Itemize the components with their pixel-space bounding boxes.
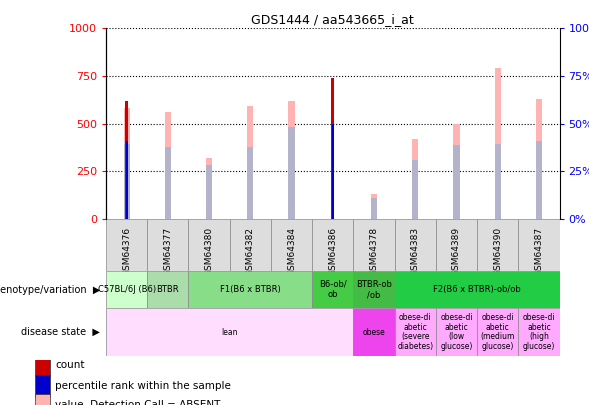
Bar xyxy=(454,124,459,219)
Text: GSM64380: GSM64380 xyxy=(204,227,214,276)
Bar xyxy=(289,127,294,219)
Text: GSM64383: GSM64383 xyxy=(411,227,420,276)
Title: GDS1444 / aa543665_i_at: GDS1444 / aa543665_i_at xyxy=(252,13,414,26)
Bar xyxy=(247,147,253,219)
Text: value, Detection Call = ABSENT: value, Detection Call = ABSENT xyxy=(55,400,221,405)
Bar xyxy=(495,68,501,219)
Bar xyxy=(332,124,334,219)
Bar xyxy=(106,308,353,356)
Bar xyxy=(312,271,353,308)
Bar xyxy=(124,145,130,219)
Text: GSM64386: GSM64386 xyxy=(328,227,337,276)
Text: GSM64378: GSM64378 xyxy=(369,227,379,276)
Bar xyxy=(230,219,271,271)
Bar xyxy=(353,308,395,356)
Bar xyxy=(124,108,130,219)
Text: F1(B6 x BTBR): F1(B6 x BTBR) xyxy=(220,285,281,294)
Bar xyxy=(353,271,395,308)
Bar xyxy=(536,141,542,219)
Text: count: count xyxy=(55,360,85,370)
Text: obese-di
abetic
(low
glucose): obese-di abetic (low glucose) xyxy=(440,313,473,351)
Bar xyxy=(147,219,188,271)
Bar xyxy=(395,271,560,308)
Text: genotype/variation  ▶: genotype/variation ▶ xyxy=(0,285,100,294)
Bar xyxy=(412,160,418,219)
Bar xyxy=(395,308,436,356)
Bar xyxy=(477,308,518,356)
Bar xyxy=(371,198,377,219)
Text: F2(B6 x BTBR)-ob/ob: F2(B6 x BTBR)-ob/ob xyxy=(434,285,521,294)
Bar xyxy=(165,112,171,219)
Bar xyxy=(106,271,147,308)
Text: BTBR: BTBR xyxy=(157,285,179,294)
Text: lean: lean xyxy=(221,328,238,337)
Bar xyxy=(106,219,147,271)
Text: GSM64389: GSM64389 xyxy=(452,227,461,276)
Bar xyxy=(35,375,49,396)
Text: B6-ob/
ob: B6-ob/ ob xyxy=(319,280,347,299)
Bar xyxy=(289,101,294,219)
Bar xyxy=(436,308,477,356)
Text: GSM64384: GSM64384 xyxy=(287,227,296,275)
Bar xyxy=(395,219,436,271)
Text: GSM64382: GSM64382 xyxy=(246,227,255,275)
Text: GSM64377: GSM64377 xyxy=(163,227,173,276)
Text: BTBR-ob
/ob: BTBR-ob /ob xyxy=(356,280,392,299)
Text: obese: obese xyxy=(363,328,385,337)
Bar xyxy=(312,219,353,271)
Bar xyxy=(331,78,335,219)
Bar xyxy=(125,141,128,219)
Bar xyxy=(188,271,312,308)
Bar xyxy=(206,158,212,219)
Bar xyxy=(165,147,171,219)
Text: obese-di
abetic
(medium
glucose): obese-di abetic (medium glucose) xyxy=(481,313,515,351)
Bar xyxy=(35,354,49,376)
Bar xyxy=(436,219,477,271)
Text: GSM64376: GSM64376 xyxy=(122,227,131,276)
Bar xyxy=(247,107,253,219)
Text: GSM64390: GSM64390 xyxy=(493,227,502,276)
Text: GSM64387: GSM64387 xyxy=(534,227,544,276)
Bar xyxy=(371,194,377,219)
Bar xyxy=(454,145,459,219)
Text: percentile rank within the sample: percentile rank within the sample xyxy=(55,381,231,391)
Bar xyxy=(518,219,560,271)
Text: obese-di
abetic
(high
glucose): obese-di abetic (high glucose) xyxy=(522,313,555,351)
Bar xyxy=(353,219,395,271)
Bar xyxy=(495,145,501,219)
Bar xyxy=(35,394,49,405)
Bar xyxy=(518,308,560,356)
Bar xyxy=(271,219,312,271)
Bar xyxy=(147,271,188,308)
Bar xyxy=(206,165,212,219)
Text: disease state  ▶: disease state ▶ xyxy=(21,327,100,337)
Bar xyxy=(188,219,230,271)
Bar xyxy=(412,139,418,219)
Text: C57BL/6J (B6): C57BL/6J (B6) xyxy=(98,285,155,294)
Bar xyxy=(477,219,518,271)
Bar xyxy=(536,99,542,219)
Bar xyxy=(125,101,128,219)
Text: obese-di
abetic
(severe
diabetes): obese-di abetic (severe diabetes) xyxy=(397,313,434,351)
